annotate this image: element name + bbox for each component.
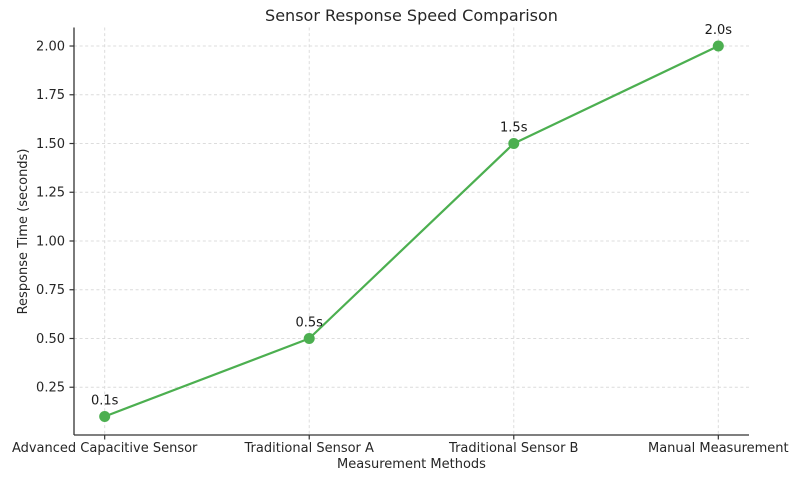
x-tick-label: Advanced Capacitive Sensor (12, 441, 198, 456)
axis-layer (69, 27, 749, 440)
series-layer (99, 40, 724, 422)
x-tick-label: Traditional Sensor B (448, 441, 578, 456)
x-tick-label: Traditional Sensor A (244, 441, 375, 456)
x-axis-label: Measurement Methods (337, 457, 486, 472)
x-tick-label: Manual Measurement (648, 441, 789, 456)
data-point-marker (712, 40, 724, 52)
data-point-label: 0.5s (296, 315, 324, 330)
y-tick-label: 1.50 (36, 137, 65, 152)
y-tick-label: 1.00 (36, 234, 65, 249)
y-axis-label: Response Time (seconds) (16, 149, 31, 315)
y-tick-label: 2.00 (36, 39, 65, 54)
annotation-layer: 0.1s 0.5s 1.5s 2.0s (91, 23, 732, 408)
data-point-marker (303, 332, 315, 344)
y-tick-label: 0.50 (36, 332, 65, 347)
series-line-path (103, 44, 720, 418)
chart-title: Sensor Response Speed Comparison (265, 6, 558, 25)
data-point-label: 0.1s (91, 393, 119, 408)
data-point-marker (508, 138, 520, 150)
tick-label-layer: 0.25 0.50 0.75 1.00 1.25 1.50 1.75 2.00 Advanced… (12, 39, 789, 456)
data-point-label: 2.0s (705, 23, 733, 38)
grid-layer (74, 27, 749, 435)
y-tick-label: 1.75 (36, 88, 65, 103)
data-point-marker (99, 410, 111, 422)
data-point-label: 1.5s (500, 121, 528, 136)
y-tick-label: 1.25 (36, 186, 65, 201)
y-tick-label: 0.25 (36, 381, 65, 396)
y-tick-label: 0.75 (36, 283, 65, 298)
